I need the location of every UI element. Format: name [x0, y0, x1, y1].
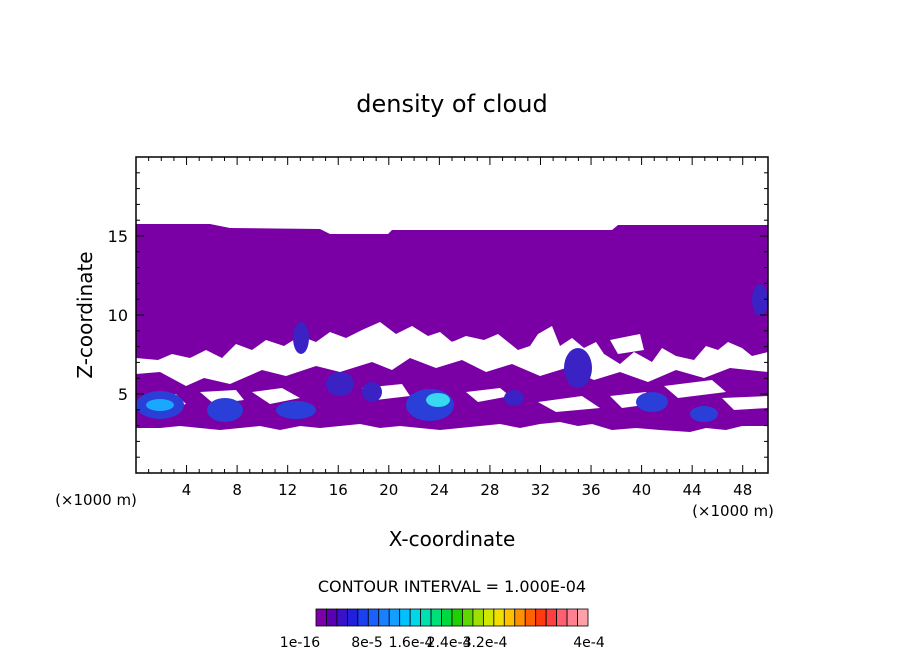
contour-interval-label: CONTOUR INTERVAL = 1.000E-04 [318, 577, 586, 596]
colorbar-swatch [577, 608, 589, 627]
colorbar-swatch [420, 608, 432, 627]
colorbar [315, 608, 589, 627]
colorbar-label: 1.6e-4 [389, 635, 434, 651]
y-tick-label: 15 [108, 227, 128, 246]
x-tick-label: 4 [182, 481, 192, 499]
x-tick-label: 12 [278, 481, 297, 499]
colorbar-swatch [524, 608, 537, 627]
colorbar-label: 3.2e-4 [463, 635, 508, 651]
colorbar-swatch [545, 608, 558, 627]
x-tick-label: 44 [683, 481, 702, 499]
colorbar-label: 4e-4 [573, 635, 605, 651]
plot-area [136, 157, 768, 473]
colorbar-swatch [503, 608, 516, 627]
x-tick-label: 8 [232, 481, 242, 499]
colorbar-swatch [493, 608, 505, 627]
y-tick-label: 10 [108, 306, 128, 325]
colorbar-swatch [409, 608, 422, 627]
y-tick-label: 5 [118, 385, 128, 404]
colorbar-label: 8e-5 [351, 635, 382, 651]
colorbar-swatch [388, 608, 401, 627]
y-axis-ticks: 5 10 15 [108, 172, 768, 458]
colorbar-label: 1e-16 [280, 635, 320, 651]
colorbar-swatch [326, 608, 338, 627]
colorbar-label: 2.4e-4 [427, 635, 472, 651]
chart-title: density of cloud [356, 90, 547, 118]
colorbar-swatch [472, 608, 484, 627]
colorbar-swatch [346, 608, 359, 627]
colorbar-swatch [514, 608, 526, 627]
colorbar-swatch [482, 608, 495, 627]
colorbar-swatch [441, 608, 453, 627]
x-unit-label-left: (×1000 m) [55, 491, 137, 509]
cloud-region-high [146, 393, 450, 411]
x-tick-label: 36 [581, 481, 600, 499]
x-axis-label: X-coordinate [389, 527, 516, 551]
colorbar-swatch [367, 608, 380, 627]
colorbar-swatch [315, 608, 327, 627]
y-axis-label: Z-coordinate [73, 251, 97, 378]
colorbar-swatch [378, 608, 390, 627]
colorbar-swatch [462, 608, 474, 627]
colorbar-swatch [566, 608, 578, 627]
colorbar-swatch [399, 608, 411, 627]
colorbar-swatch [451, 608, 463, 627]
x-tick-label: 32 [531, 481, 550, 499]
x-unit-label-right: (×1000 m) [692, 502, 774, 520]
colorbar-labels: 1e-16 8e-5 1.6e-42.4e-43.2e-4 4e-4 [280, 635, 605, 651]
colorbar-swatch [357, 608, 369, 627]
x-axis-ticks: 4 8 12 16 20 24 28 32 36 40 44 48 [148, 157, 756, 499]
cloud-region-base [136, 224, 768, 364]
x-tick-label: 16 [329, 481, 348, 499]
colorbar-swatch [535, 608, 547, 627]
x-tick-label: 20 [379, 481, 398, 499]
colorbar-swatch [336, 608, 348, 627]
colorbar-swatch [556, 608, 568, 627]
x-tick-label: 48 [733, 481, 752, 499]
colorbar-swatch [430, 608, 442, 627]
x-tick-label: 40 [632, 481, 651, 499]
x-tick-label: 28 [480, 481, 499, 499]
x-tick-label: 24 [430, 481, 449, 499]
cloud-region-mid [136, 284, 768, 422]
